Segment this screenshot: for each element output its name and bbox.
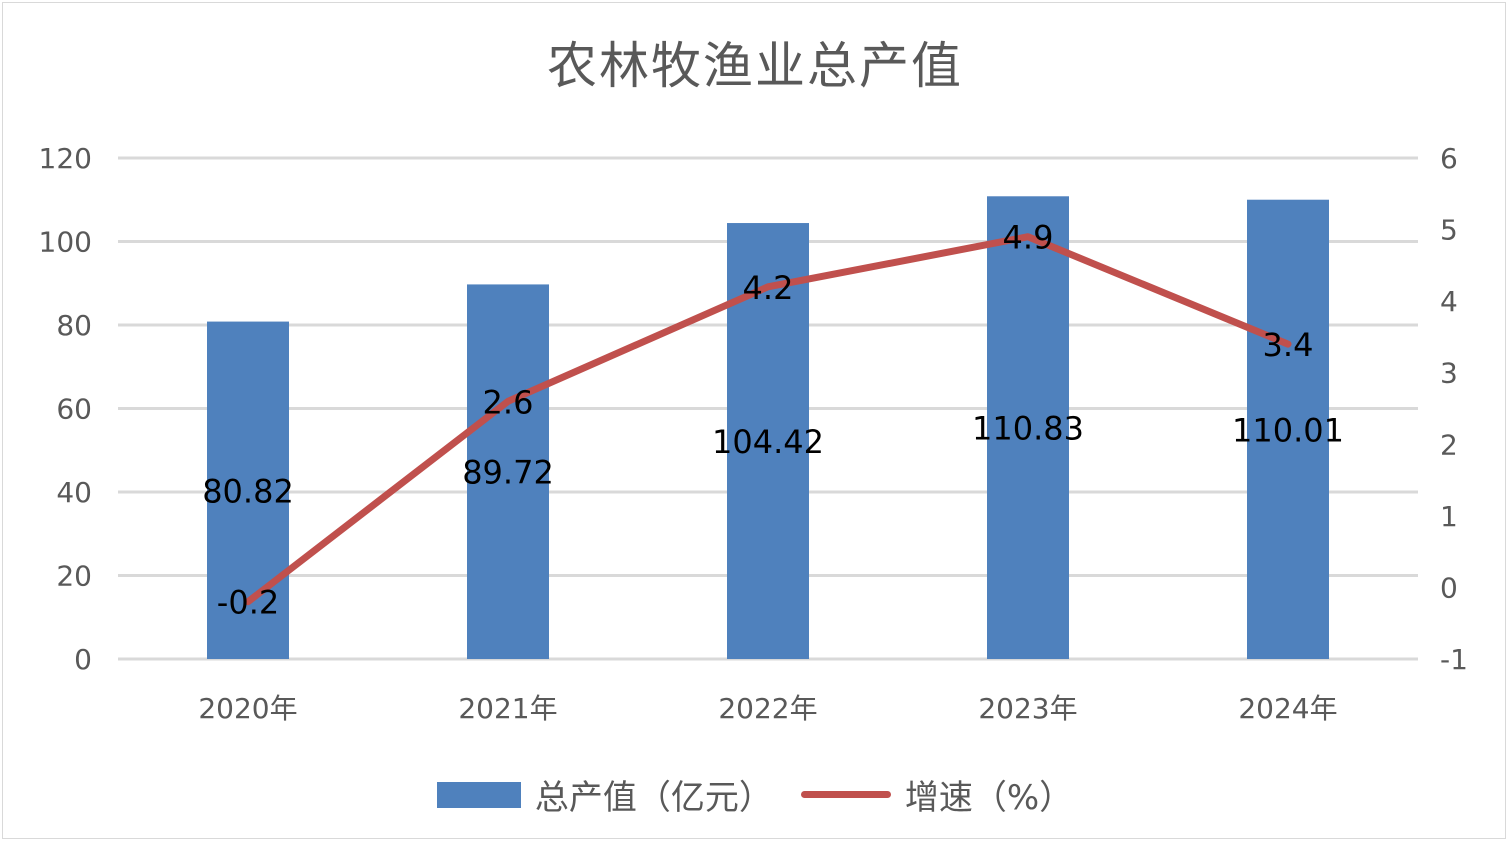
right-tick-label: 3 [1440, 357, 1458, 390]
bar-3 [987, 196, 1069, 660]
bar-data-labels: 80.82 89.72 104.42 110.83 110.01 [202, 410, 1344, 511]
legend-item-bar: 总产值（亿元） [436, 770, 773, 819]
left-tick-label: 60 [56, 393, 92, 426]
left-tick-label: 40 [56, 476, 92, 509]
category-label: 2024年 [1238, 692, 1337, 725]
left-axis: 0 20 40 60 80 100 120 [39, 142, 92, 676]
legend-item-line: 增速（%） [800, 770, 1074, 819]
bar-series [207, 196, 1329, 660]
legend-bar-label: 总产值（亿元） [534, 778, 773, 818]
legend-bar-swatch [436, 781, 521, 808]
category-label: 2023年 [978, 692, 1077, 725]
category-axis: 2020年 2021年 2022年 2023年 2024年 [198, 692, 1337, 725]
left-tick-label: 20 [56, 560, 92, 593]
line-data-labels: -0.2 2.6 4.2 4.9 3.4 [217, 219, 1314, 622]
bar-data-label: 80.82 [202, 472, 294, 510]
left-tick-label: 120 [39, 142, 92, 175]
legend-line-swatch [800, 791, 891, 798]
bar-1 [467, 284, 549, 659]
bar-data-label: 110.83 [972, 410, 1084, 448]
line-data-label: 4.9 [1003, 219, 1054, 257]
right-tick-label: 1 [1440, 500, 1458, 533]
line-data-label: 4.2 [743, 269, 794, 307]
right-tick-label: 6 [1440, 142, 1458, 175]
bar-data-label: 104.42 [712, 423, 824, 461]
legend-line-label: 增速（%） [904, 778, 1074, 818]
left-tick-label: 80 [56, 309, 92, 342]
line-point-2 [766, 284, 770, 289]
line-point-4 [1286, 342, 1290, 347]
right-axis: -1 0 1 2 3 4 5 6 [1440, 142, 1468, 676]
legend: 总产值（亿元） 增速（%） [0, 770, 1510, 819]
category-label: 2020年 [198, 692, 297, 725]
line-point-1 [506, 399, 510, 404]
left-tick-label: 0 [74, 643, 92, 676]
chart-title: 农林牧渔业总产值 [547, 37, 963, 95]
right-tick-label: 2 [1440, 428, 1458, 461]
line-series [244, 233, 1292, 606]
bar-data-label: 110.01 [1232, 411, 1344, 449]
line-data-label: -0.2 [217, 584, 279, 622]
right-tick-label: 4 [1440, 285, 1458, 318]
bar-4 [1247, 199, 1329, 659]
category-label: 2021年 [458, 692, 557, 725]
right-tick-label: 5 [1440, 214, 1458, 247]
right-tick-label: 0 [1440, 571, 1458, 604]
left-tick-label: 100 [39, 226, 92, 259]
right-tick-label: -1 [1440, 643, 1468, 676]
line-point-0 [246, 599, 250, 604]
line-data-label: 2.6 [483, 383, 534, 421]
line-point-3 [1026, 234, 1030, 239]
bar-data-label: 89.72 [462, 454, 554, 492]
category-label: 2022年 [718, 692, 817, 725]
line-data-label: 3.4 [1263, 326, 1314, 364]
